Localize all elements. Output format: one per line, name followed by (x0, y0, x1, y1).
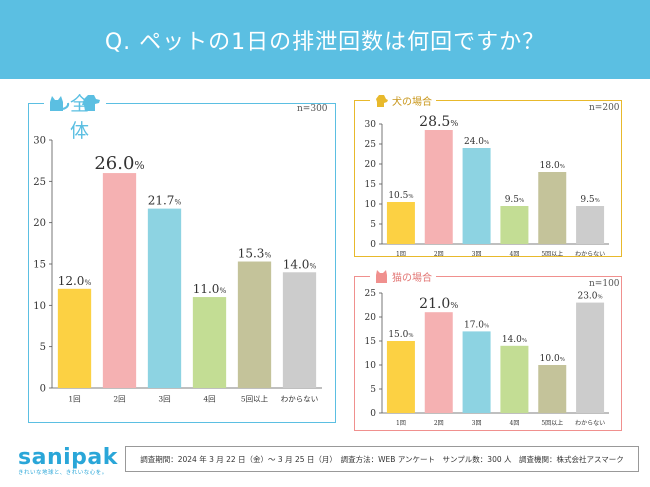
data-label: 15.3% (238, 247, 272, 261)
category-label: 4回 (510, 251, 520, 256)
dog-cat-icon (50, 95, 100, 111)
bar-5 (538, 172, 567, 244)
chart-dog: 0 5 10 15 20 25 30 10.5% 1回 28.5% 2回 24.0% 3回 9.5% 4回 1… (365, 114, 609, 256)
panel-dog (354, 100, 622, 257)
header-banner: Q. ペットの1日の排泄回数は何回ですか？ (0, 0, 650, 79)
bar-6 (576, 206, 605, 244)
survey-info-text: 調査期間：2024 年 3 月 22 日（金）～ 3 月 25 日（月） 調査方… (140, 454, 624, 464)
question-title: Q. ペットの1日の排泄回数は何回ですか？ (104, 29, 546, 55)
data-label: 9.5% (580, 195, 599, 205)
chart-all: 0 5 10 15 20 25 30 12.0% 1回 26.0% 2回 21.7% 3回 11.0% 4回… (33, 136, 322, 404)
sanipak-logo: sanipak きれいな地球と、きれいな心を。 (18, 445, 118, 476)
panel-dog-n: n=200 (589, 103, 620, 113)
category-label: 2回 (113, 395, 125, 404)
bar-3 (462, 148, 491, 244)
y-tick-label: 10 (365, 361, 377, 371)
y-tick-label: 10 (365, 200, 377, 210)
dog-icon (376, 95, 388, 107)
y-tick-label: 0 (370, 409, 376, 419)
y-tick-label: 25 (365, 289, 377, 299)
panel-cat-label: 猫の場合 (370, 267, 436, 285)
bar-2 (424, 130, 453, 244)
data-label: 11.0% (193, 282, 227, 296)
bar-3 (147, 208, 182, 388)
category-label: 1回 (396, 420, 406, 427)
bar-4 (500, 206, 529, 244)
y-tick-label: 30 (33, 136, 46, 147)
category-label: 5回以上 (541, 250, 563, 256)
panel-dog-title: 犬の場合 (392, 96, 432, 108)
bar-4 (192, 297, 227, 388)
y-tick-label: 15 (365, 180, 377, 190)
bar-2 (102, 173, 137, 388)
logo-tagline: きれいな地球と、きれいな心を。 (18, 470, 108, 476)
y-tick-label: 30 (365, 120, 377, 130)
category-label: わからない (575, 420, 605, 427)
bar-3 (462, 331, 491, 413)
category-label: 2回 (434, 251, 444, 256)
bar-1 (386, 202, 415, 244)
data-label: 12.0% (58, 274, 92, 288)
y-tick-label: 20 (33, 218, 46, 229)
y-tick-label: 20 (365, 160, 377, 170)
y-tick-label: 15 (33, 260, 46, 271)
category-label: 4回 (203, 395, 215, 404)
y-tick-label: 5 (370, 385, 376, 395)
category-label: 3回 (158, 395, 170, 404)
bar-2 (424, 312, 453, 413)
cat-icon (376, 270, 387, 283)
panel-dog-label: 犬の場合 (370, 91, 436, 109)
bar-5 (538, 365, 567, 413)
y-tick-label: 5 (40, 342, 46, 353)
data-label: 21.7% (148, 194, 182, 208)
data-label: 26.0% (94, 153, 144, 174)
category-label: 2回 (434, 420, 444, 427)
y-tick-label: 15 (365, 337, 377, 347)
y-tick-label: 10 (33, 301, 46, 312)
category-label: 5回以上 (241, 395, 269, 404)
bar-1 (386, 341, 415, 413)
data-label: 15.0% (388, 330, 413, 340)
survey-info-box: 調査期間：2024 年 3 月 22 日（金）～ 3 月 25 日（月） 調査方… (125, 446, 639, 472)
panel-all-label: 全体 (44, 90, 106, 142)
bar-6 (576, 302, 605, 413)
data-label: 10.0% (540, 354, 565, 364)
y-tick-label: 25 (365, 140, 377, 150)
bar-6 (282, 272, 317, 388)
data-label: 21.0% (419, 296, 458, 312)
chart-cat: 0 5 10 15 20 25 15.0% 1回 21.0% 2回 17.0% 3回 14.0% 4回 10… (365, 289, 609, 427)
panel-all-title: 全体 (70, 93, 90, 142)
data-label: 10.5% (388, 191, 413, 201)
category-label: 4回 (510, 420, 520, 427)
data-label: 14.0% (283, 257, 317, 271)
y-tick-label: 5 (370, 220, 376, 230)
panel-all (28, 103, 336, 423)
data-label: 17.0% (464, 320, 489, 330)
category-label: 5回以上 (541, 419, 563, 427)
bar-1 (57, 288, 92, 388)
category-label: 3回 (472, 420, 482, 427)
y-tick-label: 0 (40, 384, 46, 395)
data-label: 14.0% (502, 335, 527, 345)
category-label: 1回 (396, 251, 406, 256)
y-tick-label: 0 (370, 240, 376, 250)
category-label: 3回 (472, 251, 482, 256)
logo-wordmark: sanipak (18, 445, 118, 470)
category-label: 1回 (68, 395, 80, 404)
data-label: 18.0% (540, 161, 565, 171)
data-label: 9.5% (505, 195, 524, 205)
panel-cat-n: n=100 (589, 279, 620, 289)
y-tick-label: 25 (33, 177, 46, 188)
panel-cat (354, 276, 622, 431)
category-label: わからない (281, 395, 319, 404)
data-label: 28.5% (419, 114, 458, 130)
bar-5 (237, 261, 272, 388)
category-label: わからない (575, 251, 605, 256)
data-label: 24.0% (464, 137, 489, 147)
panel-all-n: n=300 (297, 104, 328, 114)
data-label: 23.0% (577, 292, 602, 302)
y-tick-label: 20 (365, 313, 377, 323)
panel-cat-title: 猫の場合 (392, 272, 432, 284)
bar-4 (500, 345, 529, 413)
